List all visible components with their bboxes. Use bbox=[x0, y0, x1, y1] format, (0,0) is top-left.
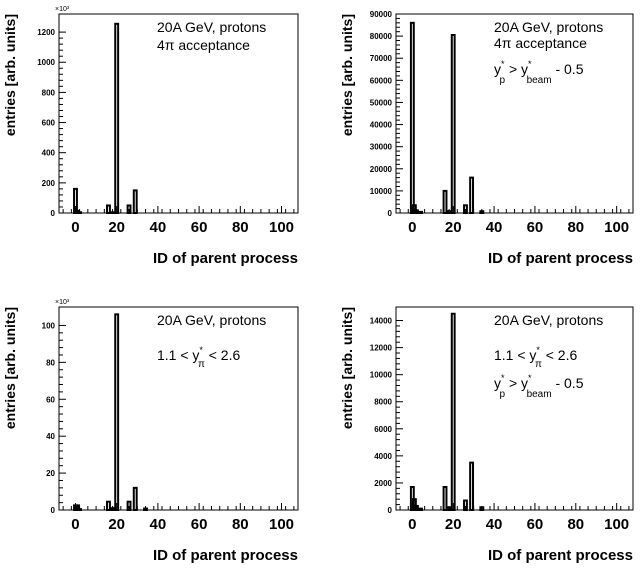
y-tick-label: 8000 bbox=[374, 398, 392, 407]
x-tick-label: 100 bbox=[604, 219, 629, 236]
y-tick-label: 10000 bbox=[370, 187, 393, 196]
histogram-bar bbox=[450, 34, 456, 215]
histogram-bar bbox=[442, 189, 448, 214]
x-tick-label: 80 bbox=[232, 219, 249, 236]
x-tick-label: 40 bbox=[150, 219, 167, 236]
y-tick-label: 40000 bbox=[370, 121, 393, 130]
chart-panel-2: 0 10000 20000 30000 40000 50000 60000 70000 8000… bbox=[339, 10, 634, 267]
y-tick-label: 0 bbox=[51, 506, 56, 515]
legend-rapidity-pi: 1.1 < y* π < 2.6 bbox=[157, 345, 240, 370]
x-tick-label: 100 bbox=[604, 516, 629, 533]
y-tick-label: 100 bbox=[42, 321, 56, 330]
x-tick-label: 0 bbox=[408, 516, 416, 533]
y-tick-label: 400 bbox=[42, 149, 56, 158]
histogram-bar bbox=[114, 22, 120, 214]
x-tick-label: 40 bbox=[486, 219, 503, 236]
x-tick-label: 0 bbox=[71, 516, 79, 533]
histogram-bar bbox=[442, 485, 448, 511]
y-multiplier: ×10³ bbox=[55, 6, 70, 13]
y-tick-label: 0 bbox=[51, 209, 56, 218]
histogram-bar bbox=[132, 189, 138, 214]
legend-acceptance: 4π acceptance bbox=[157, 37, 250, 53]
histogram-bar bbox=[106, 204, 111, 215]
chart-panel-3: 0 20 40 60 80 100 0 20 40 60 80 100 ×10³ ID of parent… bbox=[2, 299, 299, 564]
y-axis-title: entries [arb. units] bbox=[339, 14, 355, 136]
y-tick-label: 1000 bbox=[37, 58, 55, 67]
y-tick-label: 0 bbox=[388, 506, 393, 515]
x-tick-label: 0 bbox=[71, 219, 79, 236]
x-tick-label: 60 bbox=[191, 219, 208, 236]
x-axis-title: ID of parent process bbox=[488, 250, 633, 267]
x-tick-label: 80 bbox=[567, 516, 584, 533]
y-tick-label: 14000 bbox=[370, 317, 393, 326]
legend-title: 20A GeV, protons bbox=[494, 312, 603, 328]
x-axis-title: ID of parent process bbox=[153, 547, 298, 564]
histogram-bar bbox=[409, 21, 415, 215]
x-axis-title: ID of parent process bbox=[488, 547, 633, 564]
legend-rapidity-pi: 1.1 < y* π < 2.6 bbox=[494, 345, 577, 370]
x-tick-label: 80 bbox=[567, 219, 584, 236]
histogram-bar bbox=[106, 500, 111, 512]
legend-title: 20A GeV, protons bbox=[157, 312, 266, 328]
y-axis-title: entries [arb. units] bbox=[339, 307, 355, 429]
legend-title: 20A GeV, protons bbox=[494, 19, 603, 35]
legend-rapidity-p: y* p > y* beam - 0.5 bbox=[494, 59, 584, 86]
y-tick-label: 60000 bbox=[370, 76, 393, 85]
x-tick-label: 20 bbox=[108, 516, 125, 533]
y-tick-label: 20 bbox=[46, 469, 55, 478]
legend-rapidity-p: y* p > y* beam - 0.5 bbox=[494, 373, 584, 400]
x-tick-label: 60 bbox=[527, 219, 544, 236]
x-tick-label: 20 bbox=[445, 516, 462, 533]
y-tick-label: 12000 bbox=[370, 344, 393, 353]
x-tick-label: 40 bbox=[486, 516, 503, 533]
x-tick-label: 100 bbox=[269, 516, 294, 533]
x-tick-label: 20 bbox=[108, 219, 125, 236]
histogram-bar bbox=[132, 486, 138, 512]
y-tick-label: 20000 bbox=[370, 165, 393, 174]
x-axis-title: ID of parent process bbox=[153, 250, 298, 267]
y-axis-title: entries [arb. units] bbox=[2, 307, 18, 429]
y-tick-label: 70000 bbox=[370, 54, 393, 63]
plot-frame bbox=[58, 306, 299, 511]
x-tick-label: 100 bbox=[269, 219, 294, 236]
histogram-bar bbox=[469, 176, 475, 214]
y-tick-label: 50000 bbox=[370, 98, 393, 107]
y-tick-label: 40 bbox=[46, 432, 55, 441]
y-tick-label: 200 bbox=[42, 179, 56, 188]
histogram-bar bbox=[114, 313, 120, 511]
y-axis-title: entries [arb. units] bbox=[2, 14, 18, 136]
y-tick-label: 4000 bbox=[374, 452, 392, 461]
x-tick-label: 80 bbox=[232, 516, 249, 533]
x-tick-label: 40 bbox=[150, 516, 167, 533]
plot-frame bbox=[395, 306, 634, 511]
y-tick-label: 30000 bbox=[370, 143, 393, 152]
histogram-bar bbox=[469, 461, 475, 512]
y-tick-label: 600 bbox=[42, 119, 56, 128]
y-tick-label: 0 bbox=[388, 209, 393, 218]
chart-panel-4: 0 2000 4000 6000 8000 10000 12000 14000 0 20 40 60 8… bbox=[339, 306, 634, 564]
x-tick-label: 20 bbox=[445, 219, 462, 236]
y-multiplier: ×10³ bbox=[55, 299, 70, 306]
legend-acceptance: 4π acceptance bbox=[494, 35, 587, 51]
x-tick-label: 60 bbox=[527, 516, 544, 533]
y-tick-label: 1200 bbox=[37, 28, 55, 37]
y-tick-label: 90000 bbox=[370, 10, 393, 19]
legend-title: 20A GeV, protons bbox=[157, 19, 266, 35]
chart-panel-1: 0 200 400 600 800 1000 1200 0 20 40 60 80 100 ×10³ ID … bbox=[2, 6, 299, 267]
y-tick-label: 6000 bbox=[374, 425, 392, 434]
histogram-bar bbox=[418, 210, 423, 214]
y-tick-label: 10000 bbox=[370, 371, 393, 380]
y-tick-label: 80 bbox=[46, 358, 55, 367]
x-tick-label: 0 bbox=[408, 219, 416, 236]
x-tick-label: 60 bbox=[191, 516, 208, 533]
histogram-bar bbox=[450, 312, 456, 511]
y-tick-label: 800 bbox=[42, 88, 56, 97]
y-tick-label: 80000 bbox=[370, 32, 393, 41]
y-tick-label: 2000 bbox=[374, 479, 392, 488]
histogram-bar bbox=[418, 507, 423, 511]
y-tick-label: 60 bbox=[46, 395, 55, 404]
